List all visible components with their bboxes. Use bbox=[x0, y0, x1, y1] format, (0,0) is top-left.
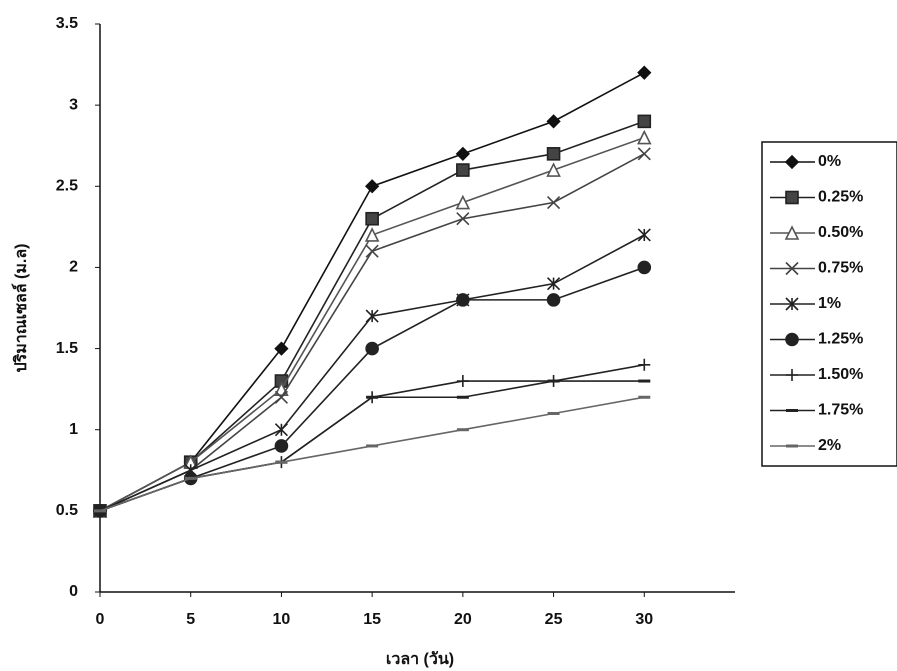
marker bbox=[546, 114, 561, 129]
marker bbox=[546, 293, 561, 307]
series-line bbox=[99, 153, 645, 512]
marker bbox=[637, 65, 652, 80]
marker bbox=[364, 227, 380, 242]
x-tick-label: 20 bbox=[454, 611, 472, 628]
marker bbox=[637, 147, 651, 161]
marker bbox=[637, 228, 651, 242]
x-tick-label: 10 bbox=[273, 611, 291, 628]
marker bbox=[455, 194, 471, 210]
marker bbox=[637, 114, 652, 129]
series-line bbox=[99, 396, 645, 512]
marker bbox=[365, 341, 379, 356]
legend-label: 0% bbox=[818, 153, 841, 170]
y-tick-label: 3.5 bbox=[56, 15, 78, 32]
marker bbox=[274, 439, 289, 453]
marker bbox=[456, 212, 470, 226]
marker bbox=[365, 211, 379, 226]
marker bbox=[274, 390, 288, 404]
series-line bbox=[99, 234, 645, 512]
marker bbox=[365, 179, 380, 194]
y-axis-label: ปริมาณเซลล์ (ม.ล) bbox=[11, 244, 30, 373]
marker bbox=[637, 260, 652, 275]
marker bbox=[365, 309, 379, 323]
marker bbox=[456, 293, 470, 307]
legend-label: 1.50% bbox=[818, 366, 863, 383]
marker bbox=[638, 358, 651, 371]
legend-label: 0.75% bbox=[818, 260, 863, 277]
marker bbox=[784, 154, 800, 170]
x-axis-label: เวลา (วัน) bbox=[386, 650, 454, 668]
legend-label: 1.75% bbox=[818, 402, 863, 419]
marker bbox=[274, 341, 289, 356]
y-tick-label: 3 bbox=[69, 96, 78, 113]
y-tick-label: 2 bbox=[69, 259, 78, 276]
series-line bbox=[99, 136, 645, 512]
marker bbox=[455, 146, 470, 161]
y-tick-label: 2.5 bbox=[56, 178, 78, 195]
marker bbox=[547, 277, 561, 291]
marker bbox=[636, 129, 652, 145]
marker bbox=[785, 332, 799, 347]
y-tick-label: 0 bbox=[69, 583, 78, 600]
marker bbox=[456, 375, 469, 388]
marker bbox=[785, 297, 799, 311]
x-tick-label: 0 bbox=[96, 611, 105, 628]
x-tick-label: 15 bbox=[363, 611, 381, 628]
marker bbox=[456, 163, 470, 177]
marker bbox=[786, 369, 798, 381]
legend-label: 1% bbox=[818, 295, 841, 312]
series-line bbox=[99, 364, 645, 512]
marker bbox=[274, 423, 288, 437]
y-tick-label: 0.5 bbox=[56, 502, 78, 519]
x-tick-label: 30 bbox=[635, 611, 653, 628]
legend-label: 0.50% bbox=[818, 224, 863, 241]
x-tick-label: 5 bbox=[186, 611, 195, 628]
y-tick-label: 1 bbox=[69, 421, 78, 438]
marker bbox=[546, 147, 561, 161]
y-tick-label: 1.5 bbox=[56, 340, 78, 357]
marker bbox=[547, 195, 561, 210]
legend-label: 2% bbox=[818, 437, 841, 454]
legend-label: 0.25% bbox=[818, 189, 863, 206]
marker bbox=[785, 261, 799, 276]
marker bbox=[365, 244, 379, 258]
marker bbox=[785, 190, 799, 205]
marker bbox=[546, 162, 561, 177]
marker bbox=[784, 225, 800, 240]
legend-label: 1.25% bbox=[818, 331, 863, 348]
x-tick-label: 25 bbox=[545, 611, 563, 628]
